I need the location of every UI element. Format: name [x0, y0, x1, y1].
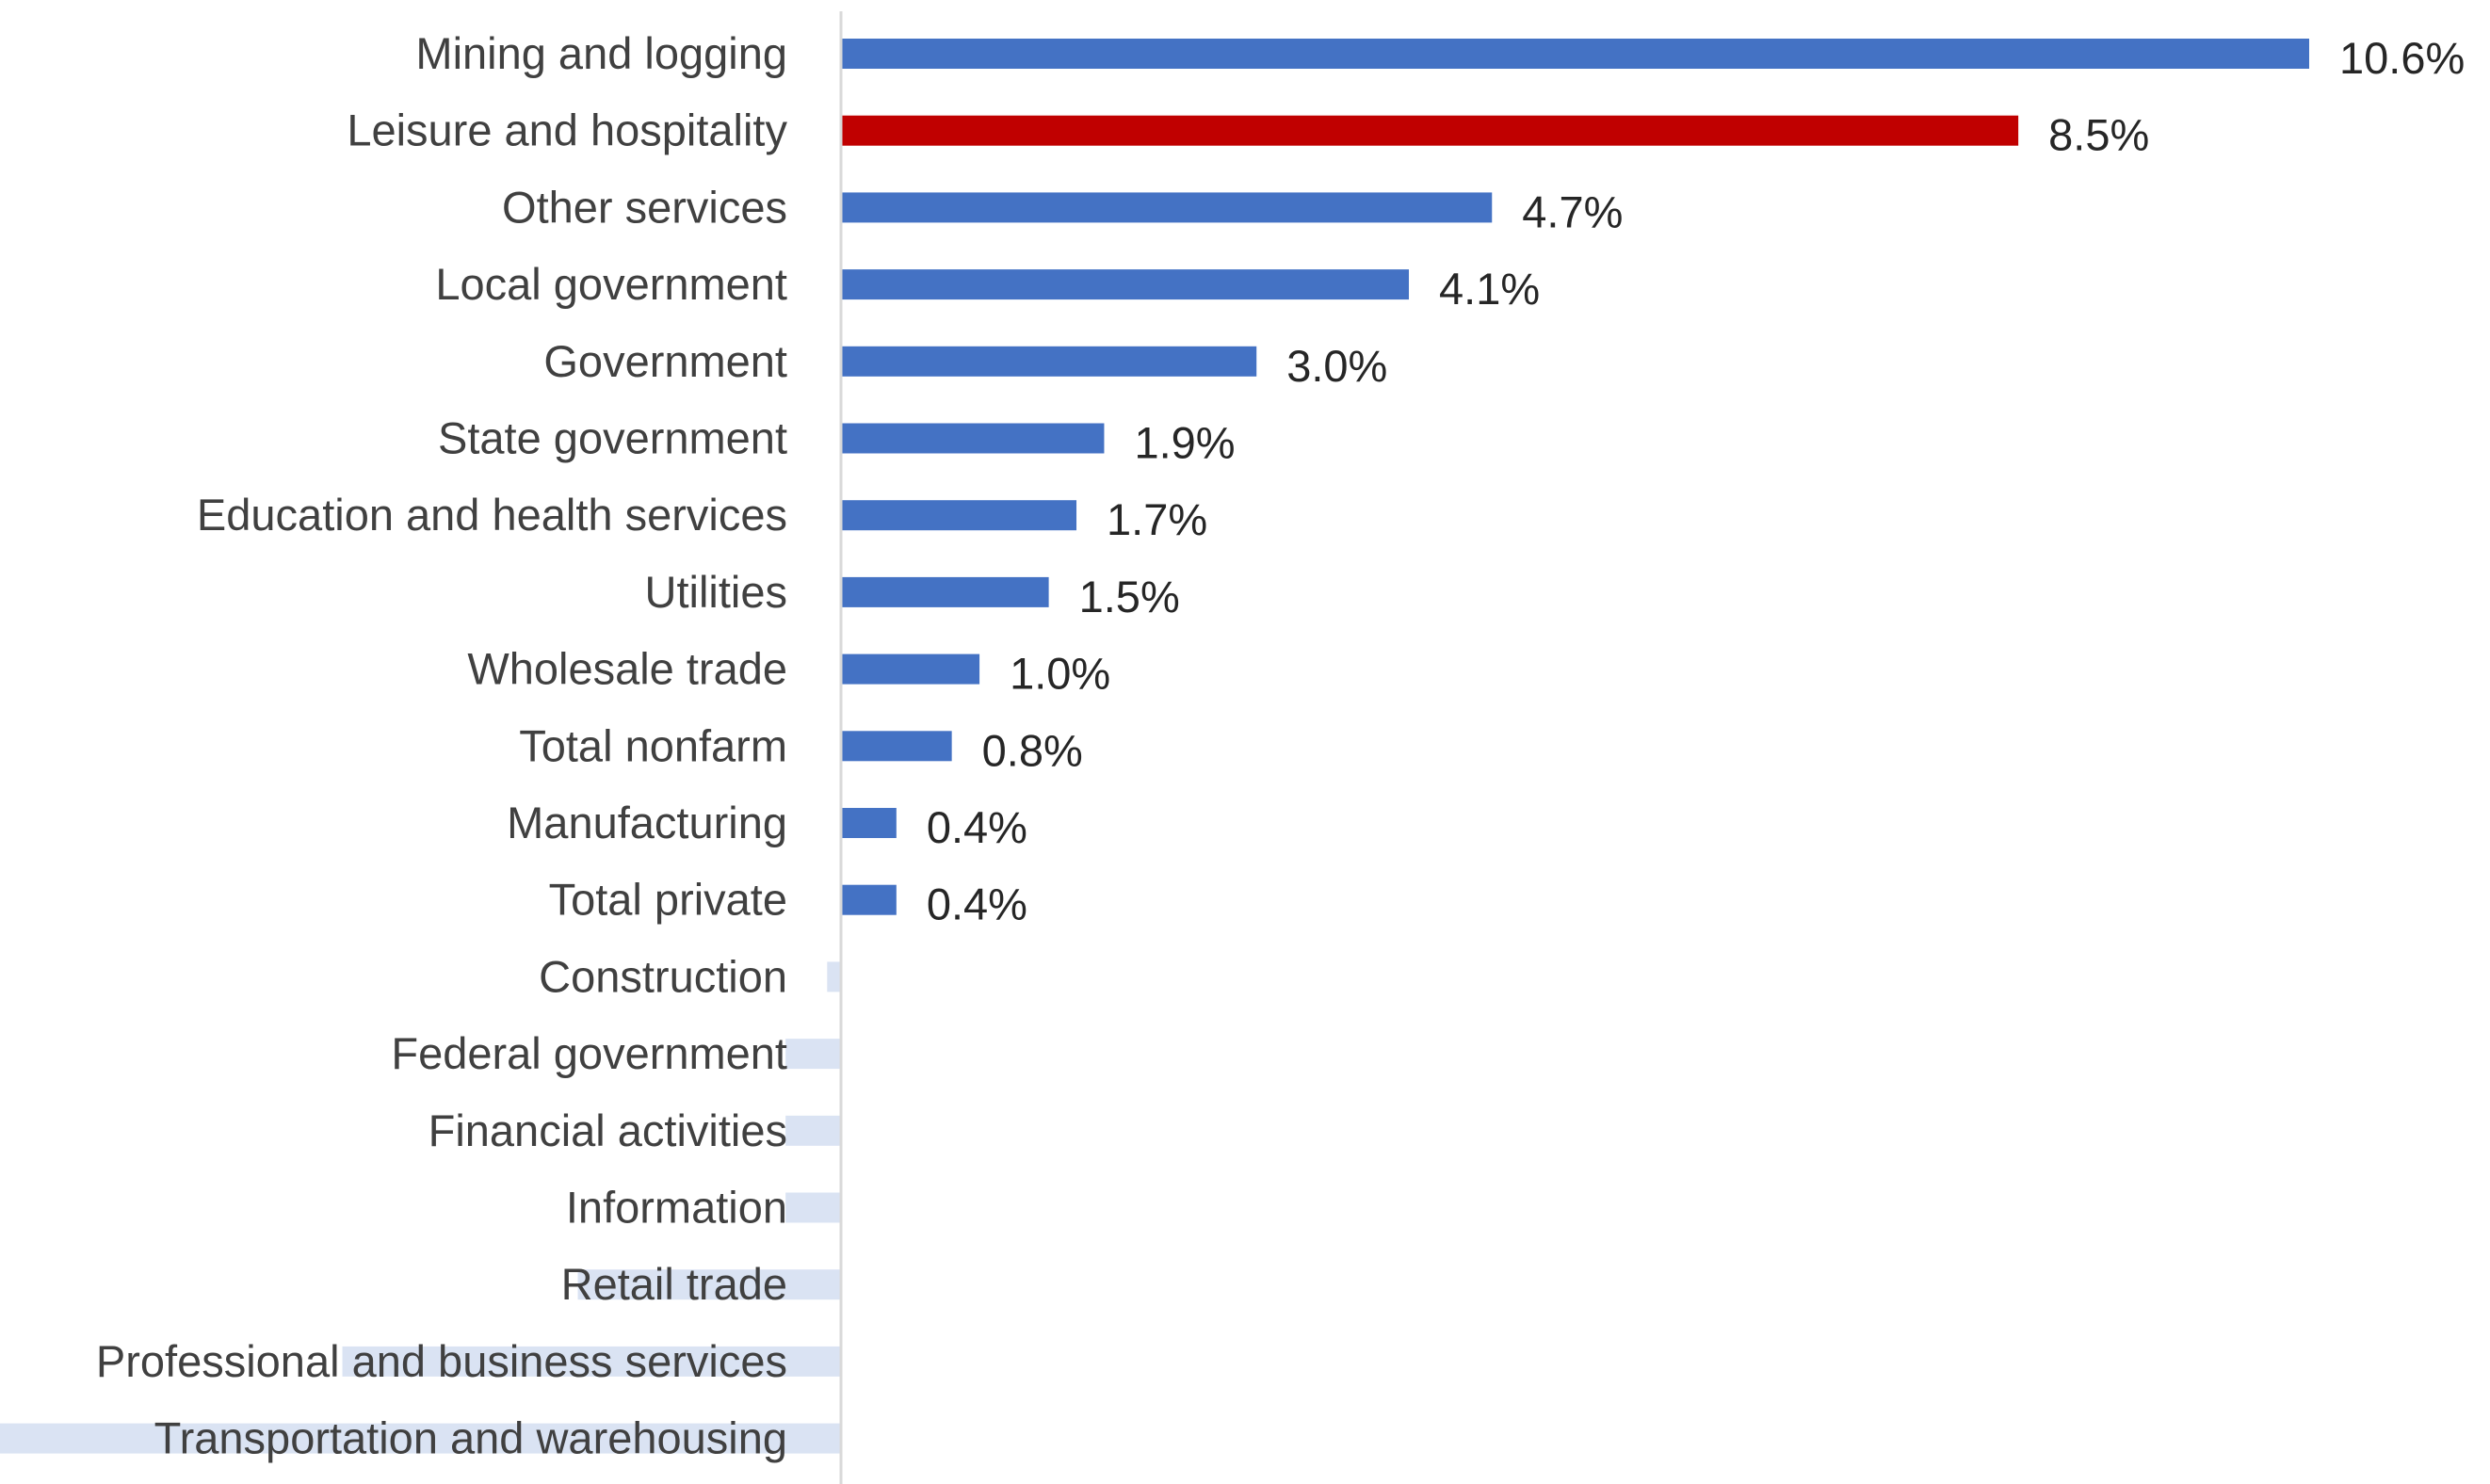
category-label-federal-government: Federal government: [391, 1028, 787, 1078]
bar-professional-and-business-services: [342, 1346, 841, 1377]
category-label-state-government: State government: [438, 413, 787, 463]
category-label-construction: Construction: [539, 951, 787, 1001]
value-label-government: 3.0%: [1286, 341, 1387, 391]
bar-state-government: [841, 423, 1105, 454]
category-label-utilities: Utilities: [645, 567, 787, 617]
value-label-wholesale-trade: 1.0%: [1010, 649, 1110, 699]
bar-transportation-and-warehousing: [0, 1423, 841, 1454]
bar-government: [841, 346, 1257, 377]
category-label-local-government: Local government: [435, 259, 787, 309]
bar-information: [785, 1192, 841, 1223]
category-label-financial-activities: Financial activities: [428, 1105, 787, 1155]
category-label-transportation-and-warehousing: Transportation and warehousing: [154, 1413, 787, 1463]
category-label-other-services: Other services: [502, 182, 787, 232]
bar-manufacturing: [841, 808, 897, 838]
bar-leisure-and-hospitality: [841, 115, 2019, 146]
category-label-total-private: Total private: [549, 875, 787, 925]
bars-layer: [0, 39, 2309, 1454]
bar-financial-activities: [785, 1115, 841, 1146]
value-label-total-private: 0.4%: [927, 879, 1027, 929]
labels-layer: Mining and logging 10.6% Leisure and hospi…: [96, 28, 2465, 1463]
category-label-mining-and-logging: Mining and logging: [415, 28, 787, 78]
bar-wholesale-trade: [841, 653, 980, 685]
value-label-leisure-and-hospitality: 8.5%: [2048, 110, 2149, 160]
bar-federal-government: [785, 1039, 841, 1070]
category-label-information: Information: [566, 1183, 787, 1233]
bar-utilities: [841, 576, 1049, 607]
bar-total-nonfarm: [841, 731, 952, 762]
value-label-utilities: 1.5%: [1079, 572, 1180, 621]
category-label-total-nonfarm: Total nonfarm: [519, 720, 787, 770]
value-label-state-government: 1.9%: [1134, 418, 1235, 468]
bar-education-and-health-services: [841, 500, 1077, 531]
category-label-professional-and-business-services: Professional and business services: [96, 1336, 787, 1386]
value-label-education-and-health-services: 1.7%: [1107, 494, 1207, 544]
category-label-government: Government: [543, 336, 787, 386]
value-label-local-government: 4.1%: [1439, 264, 1540, 314]
bar-construction: [827, 961, 841, 992]
category-label-leisure-and-hospitality: Leisure and hospitality: [347, 105, 787, 155]
value-label-total-nonfarm: 0.8%: [982, 725, 1083, 775]
bar-local-government: [841, 269, 1410, 300]
value-label-manufacturing: 0.4%: [927, 802, 1027, 852]
bar-other-services: [841, 192, 1493, 223]
value-label-other-services: 4.7%: [1522, 186, 1623, 236]
value-label-mining-and-logging: 10.6%: [2339, 33, 2465, 83]
category-label-wholesale-trade: Wholesale trade: [467, 644, 787, 694]
bar-retail-trade: [577, 1269, 841, 1300]
bar-mining-and-logging: [841, 39, 2309, 69]
category-label-manufacturing: Manufacturing: [507, 798, 787, 847]
bar-total-private: [841, 884, 897, 915]
category-label-education-and-health-services: Education and health services: [197, 490, 787, 540]
category-label-retail-trade: Retail trade: [561, 1259, 787, 1309]
